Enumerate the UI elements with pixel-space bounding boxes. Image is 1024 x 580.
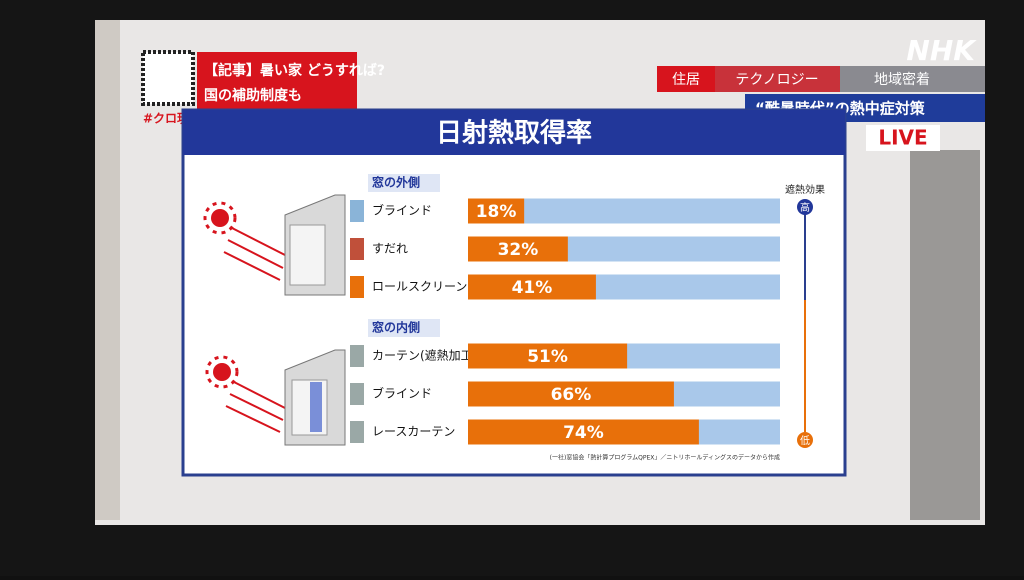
icon: [350, 421, 364, 443]
scale-label: 遮熱効果: [785, 183, 825, 196]
category-label: すだれ: [372, 242, 408, 256]
icon: [350, 200, 364, 222]
category-label: カーテン(遮熱加工): [372, 348, 477, 363]
value-label: 18%: [476, 202, 517, 222]
bar: [468, 419, 699, 445]
group-label: 窓の内側: [372, 320, 420, 335]
tag: テクノロジー: [735, 72, 818, 88]
bar: [468, 236, 568, 262]
group-label-bg: [368, 174, 440, 192]
brand: NHK: [906, 34, 977, 67]
chart-title: 日射熱取得率: [436, 118, 592, 149]
category-label: レースカーテン: [372, 425, 455, 439]
value-label: 32%: [498, 240, 539, 260]
value-label: 51%: [527, 347, 568, 367]
value-label: 66%: [551, 385, 592, 405]
article-sub: 国の補助制度も: [204, 87, 302, 104]
live: LIVE: [878, 126, 927, 150]
icon: [350, 276, 364, 298]
bar: [468, 381, 674, 407]
value-label: 74%: [563, 423, 604, 443]
illustration: [203, 194, 346, 446]
bar: [468, 198, 525, 224]
bar: [468, 343, 628, 369]
group-label-bg: [368, 319, 440, 337]
article: 【記事】暑い家 どうすれば?: [204, 62, 385, 79]
icon: [350, 238, 364, 260]
tag: 住居: [672, 72, 700, 88]
tag: 地域密着: [874, 71, 930, 88]
group-label: 窓の外側: [372, 175, 420, 190]
icon: [350, 345, 364, 367]
category-label: ブラインド: [372, 386, 432, 401]
scale-low: 低: [800, 434, 810, 447]
value-label: 41%: [512, 278, 553, 298]
hashtag: #クロ現: [143, 112, 189, 126]
category-label: ブラインド: [372, 203, 432, 218]
bar: [468, 274, 596, 300]
source-note: (一社)窓協会「熱計算プログラムQPEX」／ニトリホールディングスのデータから作…: [550, 454, 780, 462]
category-label: ロールスクリーン: [372, 280, 467, 294]
icon: [350, 383, 364, 405]
scale-high: 高: [800, 201, 810, 214]
